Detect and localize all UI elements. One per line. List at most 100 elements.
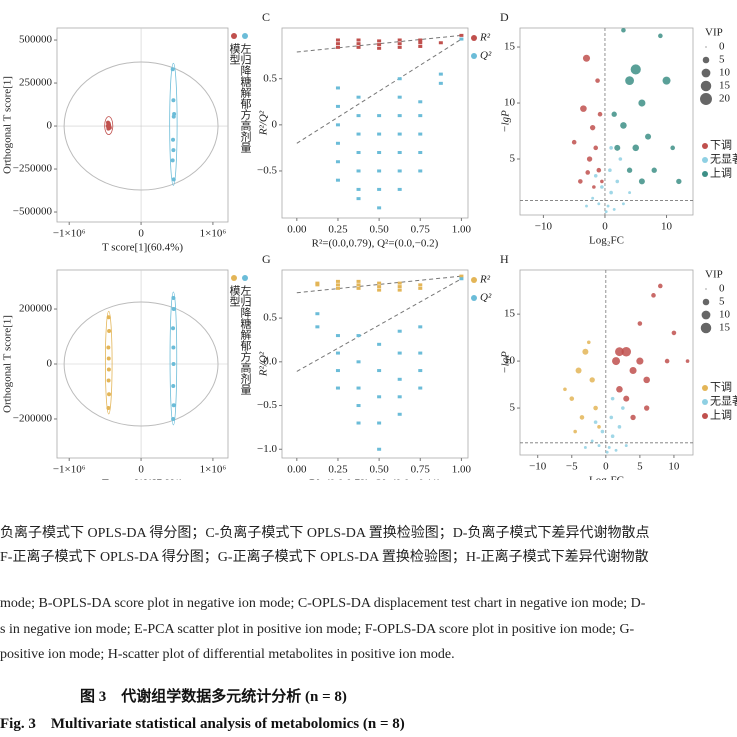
x-axis-label: T score[1](60.4%) <box>102 242 183 254</box>
bubble <box>617 425 622 429</box>
regression-line <box>296 278 462 372</box>
bubble <box>571 139 577 145</box>
bubble <box>612 357 621 366</box>
x-tick-label: 0.25 <box>328 464 348 476</box>
y-axis-label: Orthogonal T score[1] <box>2 76 14 174</box>
legend-dot <box>471 35 477 41</box>
bubble <box>569 396 575 401</box>
point <box>418 283 423 287</box>
point <box>171 114 176 119</box>
legend-label: Q² <box>480 50 492 62</box>
x-tick-label: 0.75 <box>411 224 431 236</box>
point <box>397 114 402 118</box>
legend-dot <box>702 171 708 177</box>
legend-dot <box>702 399 708 405</box>
caption-line: positive ion mode; H-scatter plot of dif… <box>0 647 455 662</box>
bubble <box>593 405 598 411</box>
size-legend-dot <box>705 46 707 48</box>
point <box>356 151 361 155</box>
point <box>418 100 423 104</box>
bubble <box>609 415 614 420</box>
plot-frame <box>281 269 469 459</box>
legend-label: 模型 <box>228 43 241 65</box>
point <box>315 312 320 316</box>
group-ellipse <box>169 291 178 426</box>
point <box>377 447 382 451</box>
bubble <box>585 170 591 175</box>
x-tick-label: 0 <box>138 228 144 240</box>
point <box>377 151 382 155</box>
bubble <box>592 185 596 189</box>
x-tick-label: 0.00 <box>287 464 307 476</box>
point <box>335 141 340 145</box>
x-tick-label: 0.50 <box>369 464 389 476</box>
bubble <box>623 395 630 402</box>
figure-title-zh: 图 3 代谢组学数据多元统计分析 (n = 8) <box>80 689 347 705</box>
y-tick-label: 0 <box>272 118 278 130</box>
legend-label: 上调 <box>710 409 732 422</box>
point <box>397 329 402 333</box>
size-legend-dot <box>702 56 710 64</box>
bubble <box>662 76 671 85</box>
point <box>356 421 361 425</box>
bubble <box>637 321 643 326</box>
bubble <box>585 204 588 208</box>
panel-letter: H <box>500 252 509 266</box>
point <box>377 369 382 373</box>
point <box>418 44 423 48</box>
point <box>397 281 402 285</box>
y-tick-label: −0.5 <box>257 399 277 411</box>
point <box>171 177 176 182</box>
bubble <box>596 167 602 173</box>
point <box>356 334 361 338</box>
bubble <box>632 144 640 152</box>
bubble <box>625 76 634 86</box>
regression-line <box>296 38 462 144</box>
point <box>377 206 382 210</box>
point <box>356 114 361 118</box>
point <box>335 45 340 49</box>
point <box>356 95 361 99</box>
x-axis-label: T score[1](67.9%) <box>102 478 183 480</box>
point <box>335 104 340 108</box>
bubble <box>606 204 610 208</box>
point <box>171 137 176 142</box>
bubble <box>573 429 577 434</box>
legend-label: 左归降糖解郁方高剂量 <box>239 285 252 395</box>
legend-dot <box>702 157 708 163</box>
x-tick-label: 0.75 <box>411 464 431 476</box>
bubble <box>636 357 644 365</box>
legend-label: 无显著 <box>710 152 737 166</box>
point <box>356 38 361 42</box>
point <box>397 169 402 173</box>
bubble <box>593 420 598 424</box>
y-tick-label: 5 <box>510 402 516 414</box>
bubble <box>604 210 608 214</box>
size-legend-dot <box>701 310 711 320</box>
bubble <box>582 348 589 355</box>
x-tick-label: 10 <box>668 461 680 473</box>
bubble <box>589 124 596 131</box>
y-tick-label: 15 <box>504 308 516 320</box>
y-tick-label: −0.5 <box>257 164 277 176</box>
point <box>356 197 361 201</box>
bubble <box>611 111 617 117</box>
legend-dot <box>471 53 477 59</box>
size-legend-dot <box>700 93 712 105</box>
bubble <box>575 367 582 374</box>
bubble <box>614 448 618 452</box>
x-axis-label: Log₂FC <box>589 235 624 247</box>
y-tick-label: 0 <box>47 120 53 132</box>
point <box>418 151 423 155</box>
size-legend-label: 0 <box>719 41 725 53</box>
size-legend-label: 15 <box>719 322 731 334</box>
point <box>335 369 340 373</box>
panel-letter: D <box>500 10 509 24</box>
point <box>418 169 423 173</box>
bubble <box>579 415 585 420</box>
plot-frame <box>281 27 469 219</box>
point <box>418 38 423 42</box>
confidence-ellipse <box>63 301 219 427</box>
bubble <box>645 133 652 140</box>
